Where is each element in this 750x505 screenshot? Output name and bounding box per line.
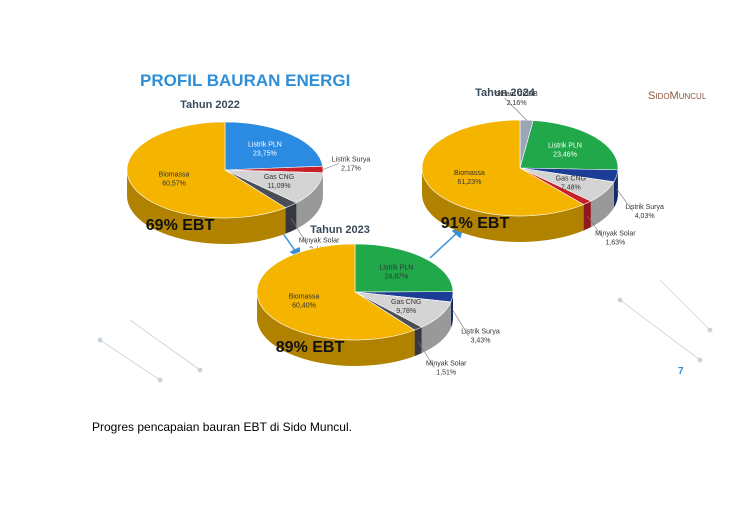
slice-label: Biomassa xyxy=(289,293,320,300)
pie-annotation: 89% EBT xyxy=(276,339,345,356)
slice-label: Biomassa xyxy=(159,171,190,178)
slice-label: Listrik PLN xyxy=(379,264,413,271)
slice-value-label: 60,57% xyxy=(162,180,186,187)
slice-value-label: 9,78% xyxy=(396,308,416,315)
pie-title: Tahun 2022 xyxy=(180,99,240,111)
slice-label: Minyak Solar xyxy=(299,237,340,244)
pie-side xyxy=(584,201,591,230)
slice-value-label: 11,09% xyxy=(267,183,290,190)
pie-annotation: 91% EBT xyxy=(441,215,510,232)
slice-value-label: 23,46% xyxy=(553,151,577,158)
slice-value-label: 1,63% xyxy=(605,240,625,247)
slice-label: Listrik Surya xyxy=(461,329,500,336)
slice-value-label: 23,75% xyxy=(253,151,277,158)
pie-title: Tahun 2023 xyxy=(310,224,370,236)
slice-label: Steam CODB xyxy=(495,91,538,98)
slice-label: Gas CNG xyxy=(556,175,586,182)
slice-value-label: 4,03% xyxy=(635,213,655,220)
slice-value-label: 60,40% xyxy=(292,302,316,309)
slice-label: Minyak Solar xyxy=(595,231,636,238)
slice-value-label: 24,87% xyxy=(385,273,409,280)
slice-label: Gas CNG xyxy=(264,174,294,181)
slide-title: PROFIL BAURAN ENERGI xyxy=(140,71,350,90)
slice-value-label: 2,16% xyxy=(507,100,527,107)
pie-annotation: 69% EBT xyxy=(146,217,215,234)
slice-value-label: 7,48% xyxy=(561,184,581,191)
slice-label: Minyak Solar xyxy=(426,361,467,368)
pie-side xyxy=(415,327,422,356)
slice-value-label: 1,51% xyxy=(436,370,456,377)
page-number: 7 xyxy=(678,366,684,377)
slice-value-label: 61,23% xyxy=(458,179,482,186)
slice-label: Biomassa xyxy=(454,170,485,177)
logo: SidoMuncul xyxy=(648,90,707,102)
slice-label: Listrik Surya xyxy=(625,204,664,211)
slice-label: Listrik Surya xyxy=(332,156,371,163)
slice-label: Gas CNG xyxy=(391,299,421,306)
slice-value-label: 3,43% xyxy=(471,338,491,345)
pie-side xyxy=(285,203,296,234)
slice-value-label: 2,17% xyxy=(341,165,361,172)
slice-label: Listrik PLN xyxy=(548,142,582,149)
slice-label: Listrik PLN xyxy=(248,142,282,149)
caption: Progres pencapaian bauran EBT di Sido Mu… xyxy=(92,420,352,434)
